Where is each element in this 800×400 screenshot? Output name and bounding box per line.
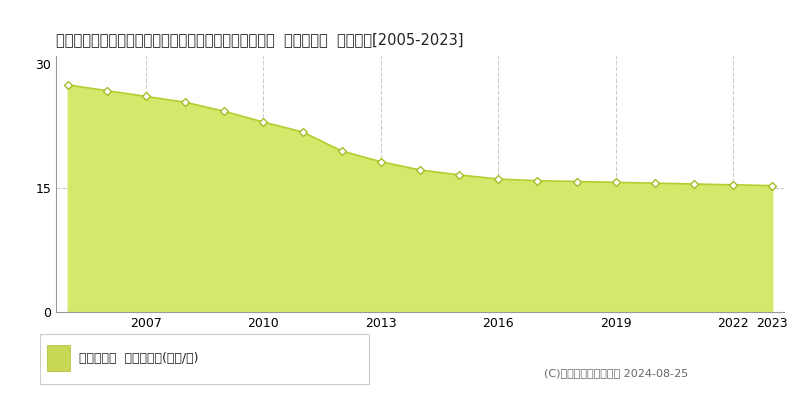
Text: 香川県綾歌郡宇多津町大字東分字本村西１５５１番２外  基準地価格  地価推移[2005-2023]: 香川県綾歌郡宇多津町大字東分字本村西１５５１番２外 基準地価格 地価推移[200… xyxy=(56,32,463,47)
Text: (C)土地価格ドットコム 2024-08-25: (C)土地価格ドットコム 2024-08-25 xyxy=(544,368,688,378)
Text: 基準地価格  平均坪単価(万円/坪): 基準地価格 平均坪単価(万円/坪) xyxy=(78,352,198,364)
FancyBboxPatch shape xyxy=(40,334,370,384)
Bar xyxy=(46,345,70,371)
